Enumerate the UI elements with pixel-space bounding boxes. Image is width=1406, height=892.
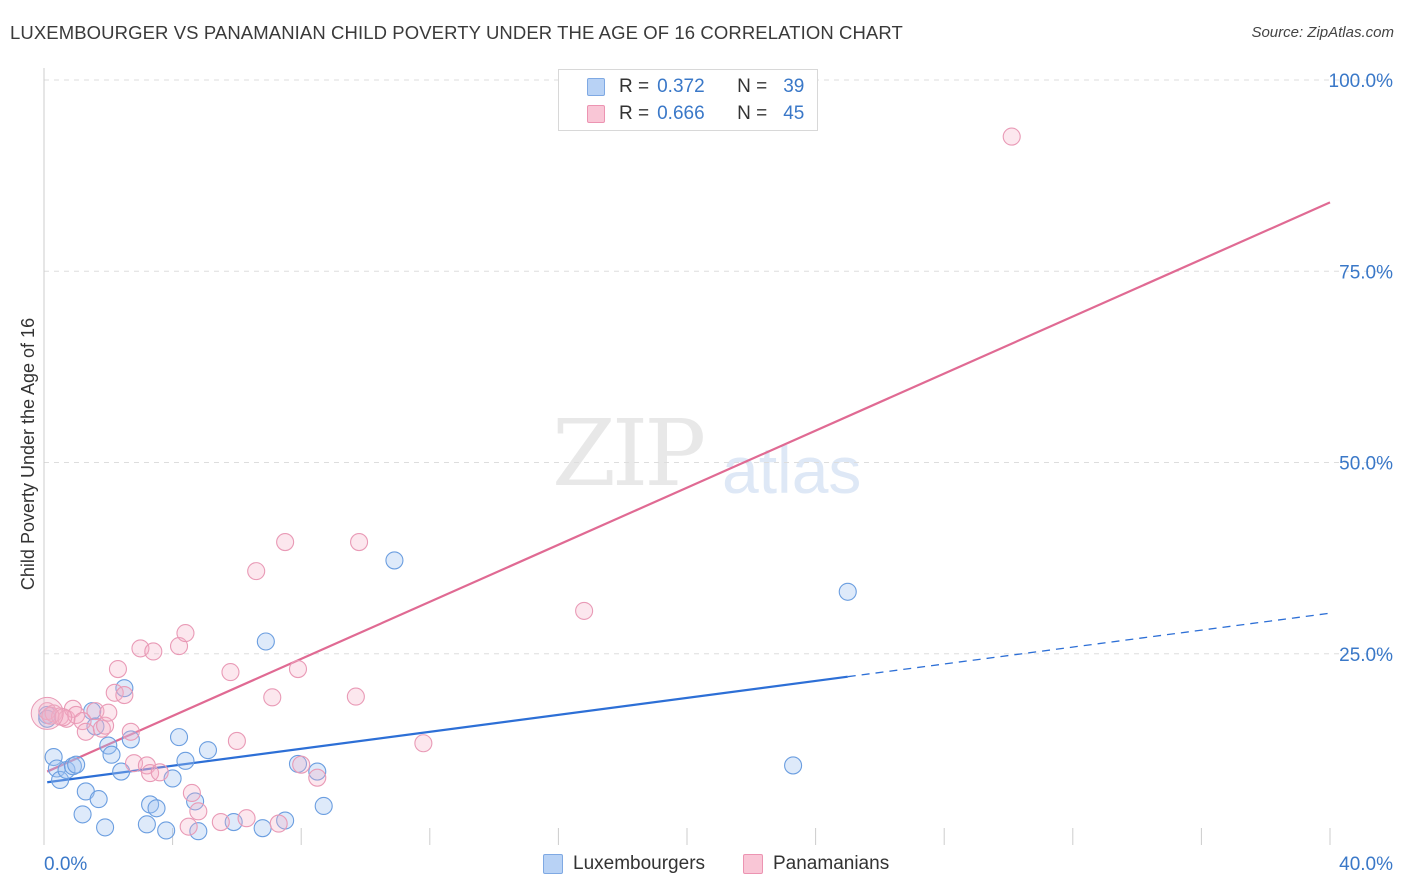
luxembourger-point	[253, 819, 272, 838]
legend-r-value-luxembourgers: 0.372	[657, 76, 705, 97]
panamanian-point	[247, 562, 266, 581]
panamanian-point	[414, 734, 433, 753]
x-tick-label: 0.0%	[44, 854, 87, 875]
luxembourger-point	[44, 747, 63, 767]
luxembourger-trend-extension	[847, 612, 1331, 678]
panamanian-point	[115, 686, 134, 705]
trend-layer	[46, 201, 1331, 784]
panamanian-point	[182, 783, 201, 803]
source-label: Source: ZipAtlas.com	[1251, 24, 1394, 41]
legend-n-value-panamanians: 45	[783, 103, 805, 124]
panamanian-point	[99, 703, 118, 722]
axis-layer	[43, 68, 1331, 845]
panamanian-point	[211, 812, 230, 832]
bottom-legend-label-luxembourgers: Luxembourgers	[573, 853, 706, 874]
y-tick-label: 75.0%	[1339, 262, 1393, 283]
panamanian-point	[350, 533, 369, 552]
panamanian-point	[237, 809, 256, 828]
legend-r-label: R =	[619, 103, 650, 124]
legend-box: R = 0.372 N = 39 R = 0.666 N = 45	[558, 69, 818, 131]
luxembourger-point	[96, 818, 115, 837]
luxembourger-point	[308, 762, 327, 781]
panamanian-point	[346, 687, 365, 706]
panamanian-point	[288, 659, 308, 679]
y-tick-label: 25.0%	[1339, 645, 1393, 666]
points-layer	[30, 127, 1021, 841]
panamanian-point	[141, 764, 160, 783]
chart-title: LUXEMBOURGER VS PANAMANIAN CHILD POVERTY…	[10, 22, 903, 43]
luxembourger-point	[47, 759, 66, 778]
y-axis-title: Child Poverty Under the Age of 16	[18, 318, 38, 590]
legend-n-value-luxembourgers: 39	[783, 76, 805, 97]
panamanian-point	[308, 768, 327, 787]
luxembourger-point	[838, 582, 857, 601]
legend-swatch-panamanians	[587, 105, 605, 123]
panamanian-point	[54, 708, 73, 727]
panamanian-point	[575, 601, 594, 620]
luxembourger-point	[198, 741, 218, 760]
panamanian-trend-line	[46, 201, 1331, 773]
luxembourger-point	[73, 805, 92, 824]
luxembourger-point	[147, 799, 166, 818]
luxembourger-point	[51, 770, 70, 790]
panamanian-point	[1002, 127, 1021, 146]
y-tick-label: 100.0%	[1329, 71, 1394, 92]
legend-row-luxembourgers: R = 0.372 N = 39	[587, 75, 804, 99]
luxembourger-point	[176, 751, 195, 770]
panamanian-point	[292, 755, 311, 774]
luxembourger-point	[121, 730, 140, 749]
bottom-legend-panamanians: Panamanians	[743, 852, 889, 876]
panamanian-point	[121, 722, 140, 741]
legend-n-label: N =	[737, 76, 768, 97]
panamanian-point	[176, 624, 195, 643]
legend-r-label: R =	[619, 76, 650, 97]
luxembourger-point	[385, 551, 404, 570]
grid-layer	[44, 79, 1390, 655]
panamanian-point	[221, 663, 240, 682]
legend-n-label: N =	[737, 103, 768, 124]
luxembourger-point	[314, 796, 333, 816]
panamanian-point	[179, 817, 198, 836]
panamanian-point	[76, 722, 95, 741]
bottom-legend-swatch-panamanians	[743, 854, 763, 874]
luxembourger-point	[784, 756, 803, 775]
x-tick-label: 40.0%	[1339, 854, 1393, 875]
panamanian-point	[269, 814, 288, 833]
panamanian-point	[189, 802, 208, 821]
panamanian-point	[263, 688, 282, 707]
panamanian-point	[227, 731, 246, 751]
cluster-point	[30, 696, 64, 730]
luxembourger-point	[115, 679, 134, 698]
bottom-legend-luxembourgers: Luxembourgers	[543, 852, 705, 876]
panamanian-point	[150, 763, 169, 782]
luxembourger-trend-line	[47, 675, 848, 784]
luxembourger-point	[137, 815, 156, 834]
luxembourger-point	[102, 745, 121, 764]
legend-swatch-luxembourgers	[587, 78, 605, 96]
luxembourger-point	[67, 755, 86, 774]
luxembourger-point	[169, 728, 189, 747]
watermark-zip: ZIP	[552, 400, 706, 507]
luxembourger-point	[89, 790, 108, 809]
luxembourger-point	[63, 757, 82, 776]
panamanian-point	[276, 533, 295, 552]
bottom-legend-swatch-luxembourgers	[543, 854, 563, 874]
legend-row-panamanians: R = 0.666 N = 45	[587, 102, 804, 126]
bottom-legend-label-panamanians: Panamanians	[773, 853, 890, 874]
panamanian-point	[144, 642, 163, 661]
watermark-atlas: atlas	[722, 433, 862, 507]
luxembourger-point	[112, 762, 131, 781]
y-tick-label: 50.0%	[1339, 454, 1393, 475]
panamanian-point	[92, 719, 111, 738]
panamanian-point	[73, 712, 92, 731]
luxembourger-point	[189, 822, 208, 841]
luxembourger-point	[157, 821, 176, 840]
legend-r-value-panamanians: 0.666	[657, 103, 705, 124]
panamanian-point	[108, 659, 127, 679]
luxembourger-point	[256, 632, 275, 651]
label-layer: 25.0% 50.0% 75.0% 100.0% 0.0% 40.0% Child Pove…	[18, 71, 1393, 875]
